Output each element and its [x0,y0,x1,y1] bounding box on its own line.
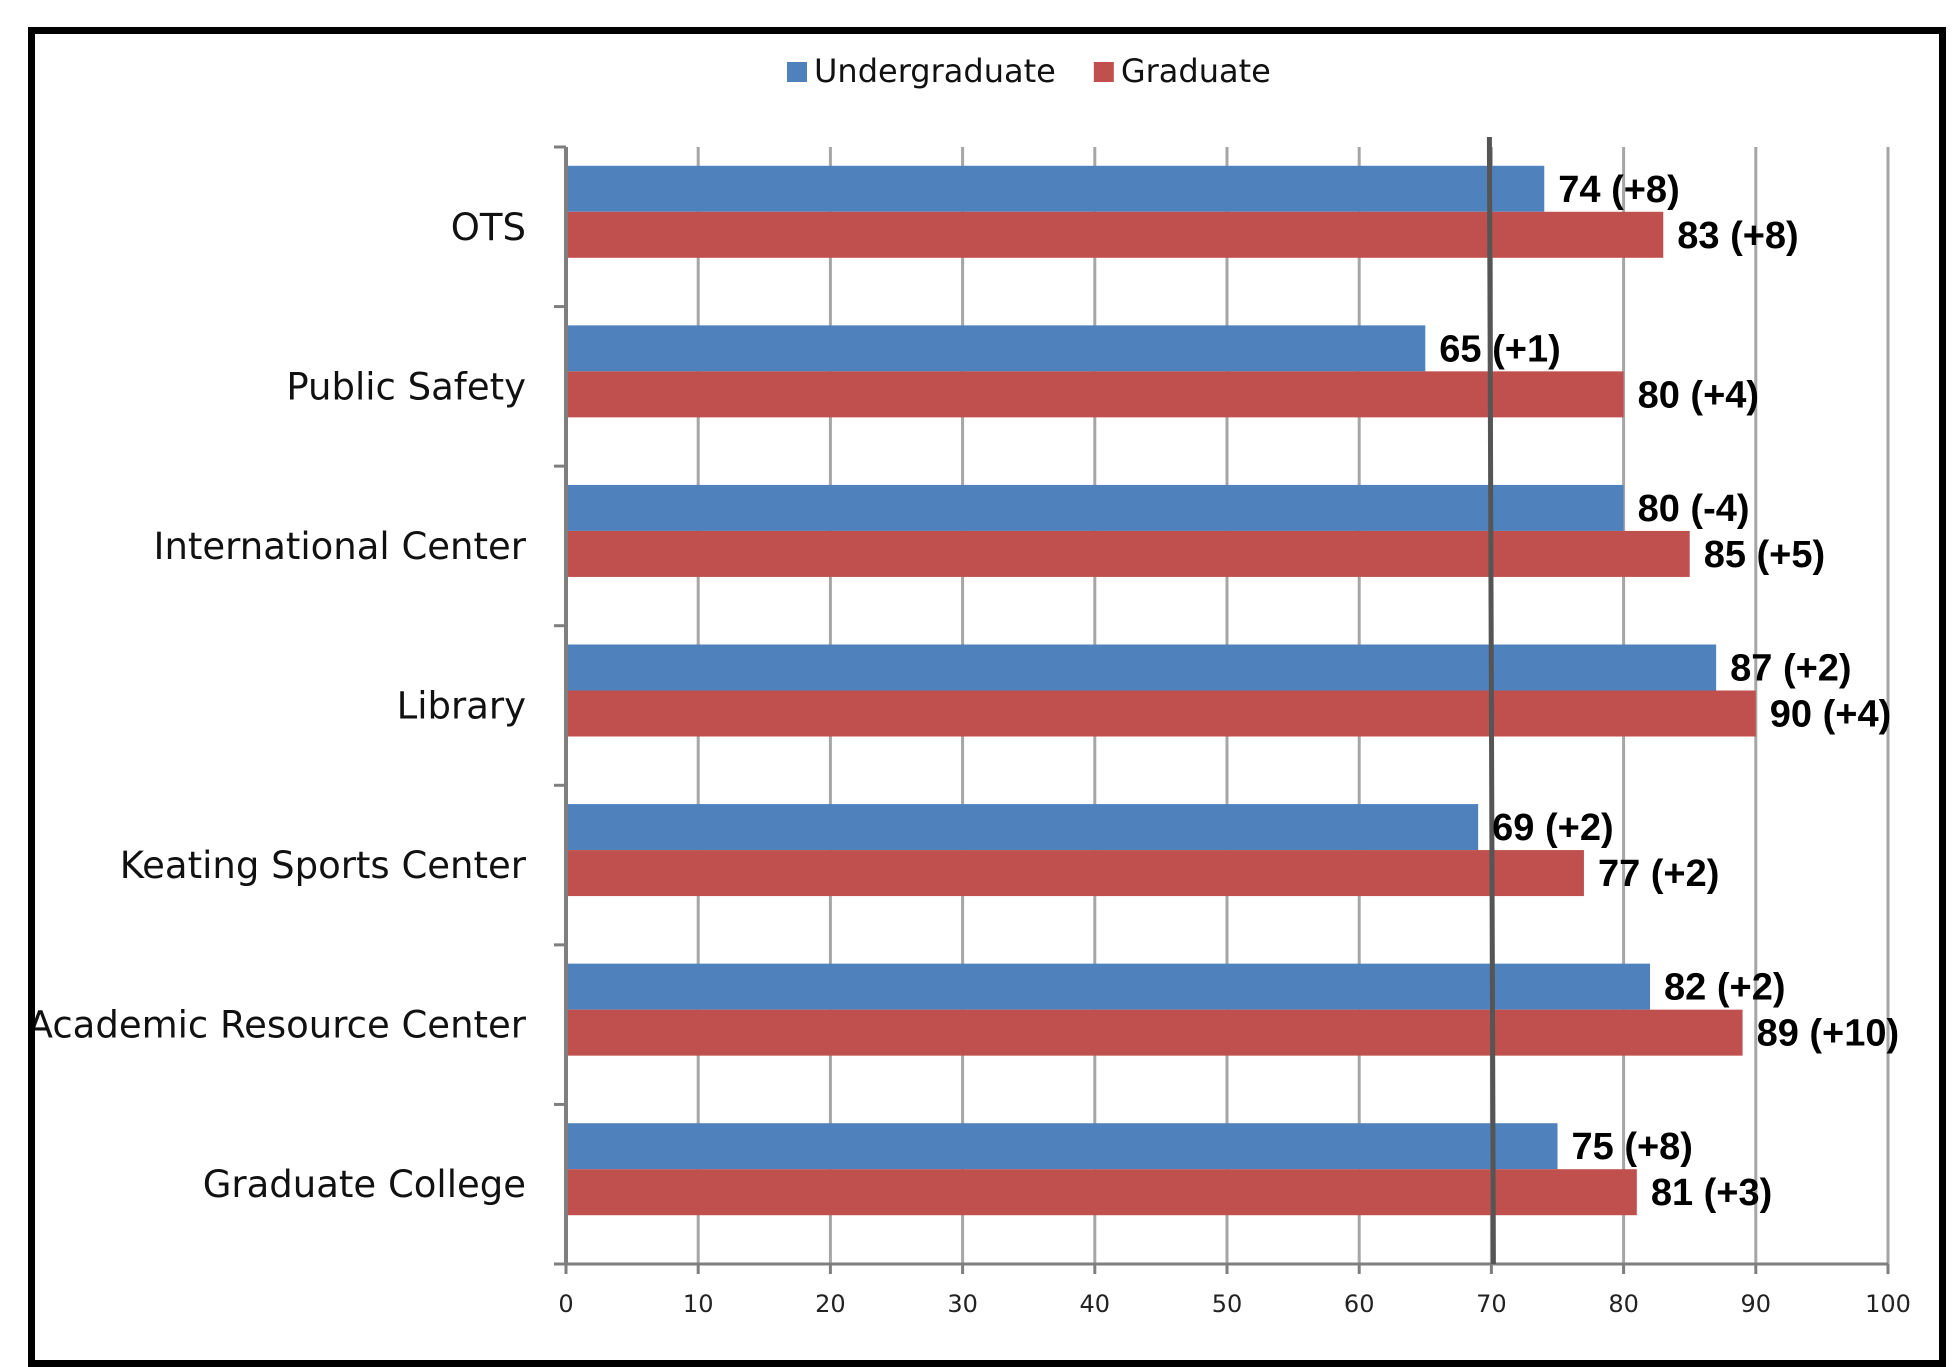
bar-graduate [566,1169,1637,1216]
data-label: 77 (+2) [1598,853,1719,895]
bar-chart: Undergraduate Graduate 0 10 20 30 40 50 60 70 80 9… [35,52,1911,1318]
bar-graduate [566,1009,1743,1056]
x-tick-label: 90 [1741,1290,1772,1318]
x-tick-label: 80 [1608,1290,1639,1318]
bar-undergraduate [566,1123,1558,1170]
bar-undergraduate [566,325,1426,372]
data-label: 75 (+8) [1572,1126,1693,1168]
x-tick-label: 30 [947,1290,978,1318]
data-label: 82 (+2) [1664,967,1785,1009]
x-tick-label: 70 [1476,1290,1507,1318]
legend: Undergraduate Graduate [787,52,1271,90]
data-label: 69 (+2) [1492,807,1613,849]
legend-swatch [1093,62,1114,82]
bar-graduate [566,690,1756,737]
legend-entry: Graduate [1121,52,1271,90]
x-tick-label: 10 [683,1290,714,1318]
data-label: 65 (+1) [1439,328,1560,370]
chart-frame: Undergraduate Graduate 0 10 20 30 40 50 60 70 80 9… [28,27,1946,1367]
bar-undergraduate [566,644,1717,691]
bar-graduate [566,530,1690,577]
data-label: 80 (-4) [1638,488,1750,530]
data-label: 85 (+5) [1704,534,1825,576]
data-label: 87 (+2) [1730,648,1851,690]
bar-graduate [566,371,1624,418]
x-tick-label: 50 [1212,1290,1243,1318]
bars [566,165,1756,1216]
category-label: Public Safety [286,365,526,408]
bar-graduate [566,850,1584,897]
category-label: Library [397,685,526,728]
x-tick-label: 60 [1344,1290,1375,1318]
labels: 0 10 20 30 40 50 60 70 80 90 100 OTS 74 (+8)83 (+8) P… [35,169,1911,1318]
bar-undergraduate [566,804,1479,851]
data-label: 83 (+8) [1677,215,1798,257]
category-label: Keating Sports Center [120,844,527,887]
x-tick-label: 0 [558,1290,573,1318]
data-label: 89 (+10) [1757,1013,1900,1055]
category-label: Graduate College [203,1163,526,1206]
legend-entry: Undergraduate [814,52,1056,90]
legend-swatch [787,62,807,82]
data-label: 80 (+4) [1638,374,1759,416]
x-tick-label: 40 [1080,1290,1111,1318]
data-label: 81 (+3) [1651,1172,1772,1214]
data-label: 90 (+4) [1770,694,1891,736]
category-label: International Center [154,525,527,568]
bar-undergraduate [566,484,1624,531]
axes [554,136,1890,1274]
category-label: Academic Resource Center [35,1004,527,1047]
bar-graduate [566,211,1664,258]
bar-undergraduate [566,165,1545,212]
reference-line [1486,136,1496,1265]
x-tick-label: 20 [815,1290,846,1318]
x-tick-label: 100 [1865,1290,1911,1318]
data-label: 74 (+8) [1558,169,1679,211]
category-label: OTS [451,206,526,249]
bar-undergraduate [566,963,1651,1010]
